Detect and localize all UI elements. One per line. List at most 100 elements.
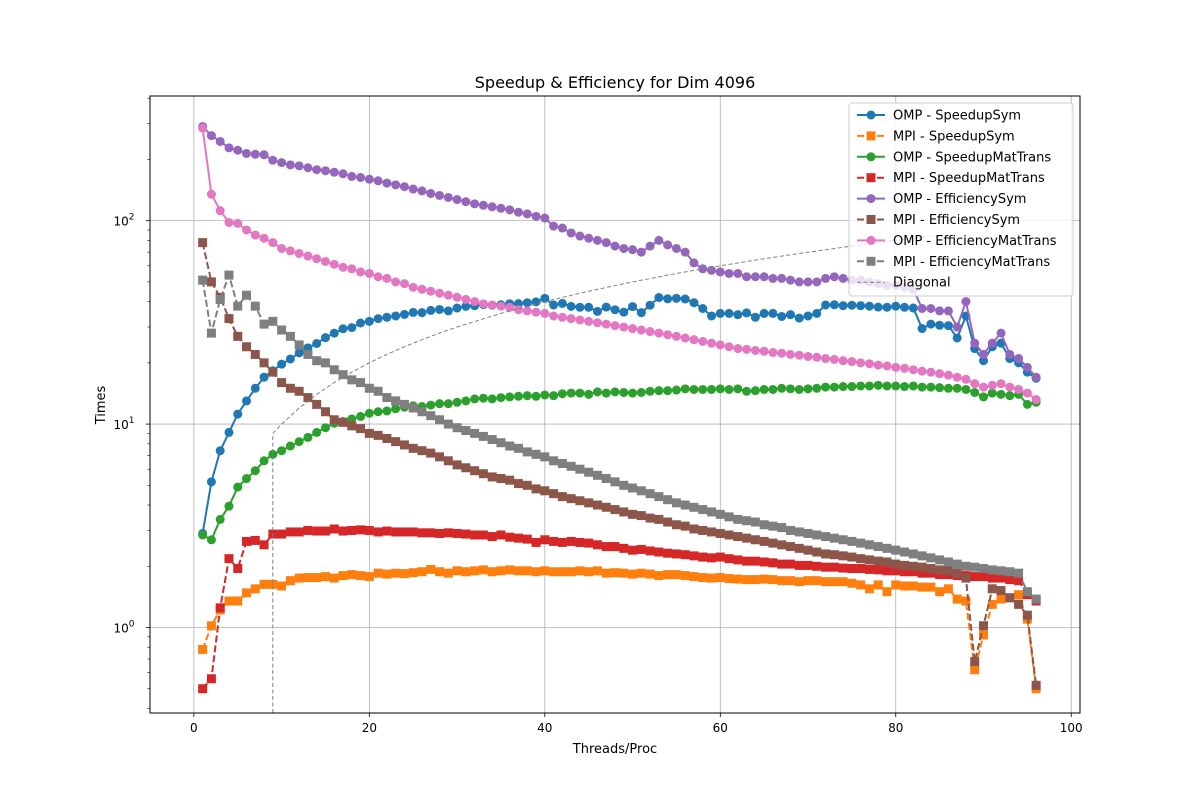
- data-point: [663, 548, 673, 558]
- data-point: [750, 556, 760, 566]
- data-point: [435, 399, 445, 409]
- data-point: [1014, 599, 1024, 609]
- data-point: [917, 366, 927, 376]
- data-point: [584, 467, 594, 477]
- data-point: [601, 542, 611, 552]
- data-point: [312, 356, 322, 366]
- data-point: [733, 574, 743, 584]
- legend-label: Diagonal: [893, 276, 951, 291]
- data-point: [996, 389, 1006, 399]
- data-point: [619, 507, 629, 517]
- data-point: [303, 432, 313, 442]
- y-axis-label: Times: [94, 385, 109, 425]
- data-point: [864, 359, 874, 369]
- data-point: [996, 573, 1006, 583]
- data-point: [373, 568, 383, 578]
- data-point: [206, 477, 216, 487]
- data-point: [829, 550, 839, 560]
- data-point: [391, 527, 401, 537]
- data-point: [277, 446, 287, 456]
- data-point: [777, 348, 787, 358]
- data-point: [654, 235, 664, 245]
- data-point: [478, 469, 488, 479]
- data-point: [435, 304, 445, 314]
- data-point: [224, 596, 234, 606]
- data-point: [373, 314, 383, 324]
- data-point: [408, 184, 418, 194]
- data-point: [882, 302, 892, 312]
- data-point: [382, 406, 392, 416]
- data-point: [645, 327, 655, 337]
- data-point: [829, 300, 839, 310]
- data-point: [628, 509, 638, 519]
- data-point: [987, 573, 997, 583]
- data-point: [759, 574, 769, 584]
- data-point: [443, 419, 453, 429]
- data-point: [470, 566, 480, 576]
- data-point: [461, 197, 471, 207]
- data-point: [943, 321, 953, 331]
- legend-marker: [866, 256, 876, 266]
- data-point: [285, 576, 295, 586]
- data-point: [636, 387, 646, 397]
- data-point: [882, 587, 892, 597]
- data-point: [487, 472, 497, 482]
- legend-item: MPI - SpeedupMatTrans: [857, 171, 1045, 186]
- data-point: [794, 543, 804, 553]
- data-point: [926, 564, 936, 574]
- legend-item: Diagonal: [857, 276, 951, 291]
- data-point: [347, 264, 357, 274]
- data-point: [408, 568, 418, 578]
- data-point: [601, 568, 611, 578]
- data-point: [891, 381, 901, 391]
- data-point: [549, 489, 559, 499]
- data-point: [671, 331, 681, 341]
- data-point: [242, 342, 252, 352]
- legend-item: MPI - EfficiencySym: [857, 213, 1020, 228]
- data-point: [970, 665, 980, 675]
- data-point: [715, 267, 725, 277]
- data-point: [873, 580, 883, 590]
- data-point: [742, 344, 752, 354]
- data-point: [952, 568, 962, 578]
- data-point: [566, 494, 576, 504]
- data-point: [408, 403, 418, 413]
- x-tick-label: 20: [362, 721, 377, 735]
- data-point: [478, 200, 488, 210]
- legend-label: MPI - SpeedupSym: [893, 129, 1015, 144]
- data-point: [864, 381, 874, 391]
- data-point: [513, 391, 523, 401]
- data-point: [619, 387, 629, 397]
- data-point: [356, 378, 366, 388]
- data-point: [487, 567, 497, 577]
- data-point: [592, 470, 602, 480]
- data-point: [838, 551, 848, 561]
- data-point: [768, 308, 778, 318]
- data-point: [1005, 593, 1015, 603]
- data-point: [417, 308, 427, 318]
- data-point: [935, 320, 945, 330]
- data-point: [663, 240, 673, 250]
- data-point: [215, 446, 225, 456]
- x-tick-label: 80: [888, 721, 903, 735]
- data-point: [987, 565, 997, 575]
- data-point: [452, 397, 462, 407]
- data-point: [926, 382, 936, 392]
- data-point: [873, 302, 883, 312]
- data-point: [680, 384, 690, 394]
- data-point: [391, 277, 401, 287]
- data-point: [215, 206, 225, 216]
- data-point: [794, 560, 804, 570]
- data-point: [259, 372, 269, 382]
- data-point: [978, 630, 988, 640]
- data-point: [575, 315, 585, 325]
- data-point: [478, 393, 488, 403]
- data-point: [943, 306, 953, 316]
- data-point: [803, 277, 813, 287]
- data-point: [733, 384, 743, 394]
- data-point: [987, 584, 997, 594]
- data-point: [636, 308, 646, 318]
- data-point: [943, 566, 953, 576]
- data-point: [478, 299, 488, 309]
- data-point: [443, 568, 453, 578]
